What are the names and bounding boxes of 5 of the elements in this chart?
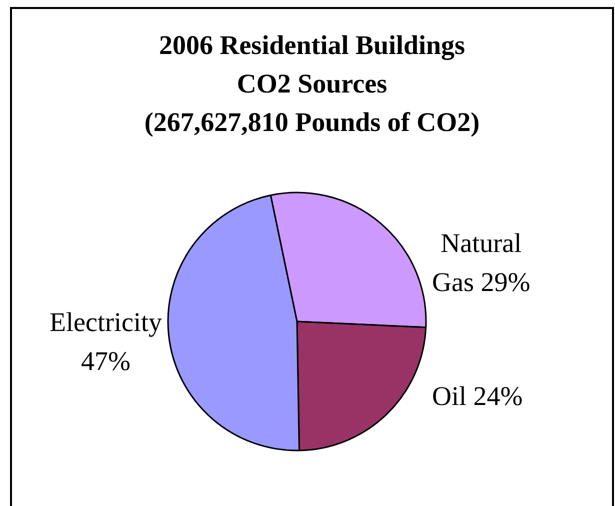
slice-label: Electricity bbox=[50, 306, 162, 337]
chart-title: 2006 Residential Buildings CO2 Sources (267,627,810 Pounds of CO2) bbox=[144, 30, 480, 137]
slice-label: Natural Gas 29% bbox=[432, 228, 530, 298]
data-label: 47% bbox=[81, 346, 131, 376]
slice-label: Oil 24% bbox=[432, 381, 523, 412]
